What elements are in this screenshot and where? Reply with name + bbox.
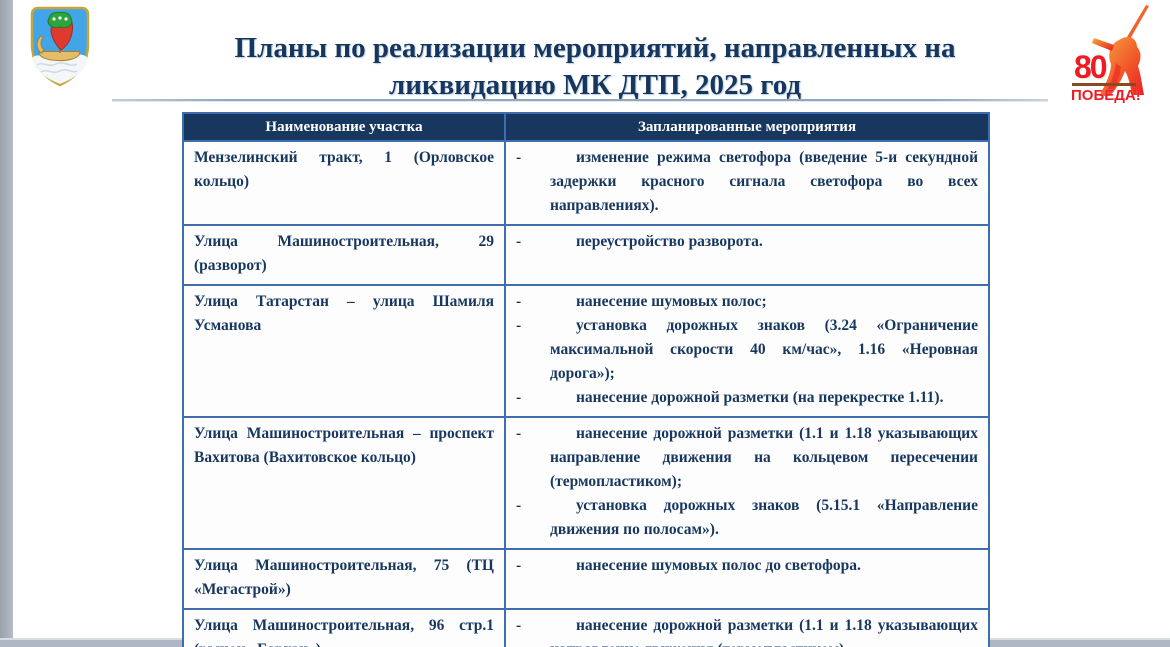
location-cell: Улица Машиностроительная, 96 стр.1 (рыно… (182, 608, 506, 647)
measure-text: изменение режима светофора (введение 5-и… (550, 149, 978, 214)
measure-item: - переустройство разворота. (516, 230, 978, 254)
table-row: Мензелинский тракт, 1 (Орловское кольцо)… (182, 140, 990, 226)
location-cell: Улица Машиностроительная – проспект Вахи… (182, 416, 506, 550)
header-location: Наименование участка (182, 112, 506, 142)
measure-item: - установка дорожных знаков (5.15.1 «Напр… (516, 494, 978, 542)
table-row: Улица Машиностроительная, 75 (ТЦ «Мегаст… (182, 548, 990, 610)
measure-text: нанесение дорожной разметки (1.1 и 1.18 … (550, 617, 978, 647)
measure-item: - нанесение дорожной разметки (1.1 и 1.18… (516, 614, 978, 647)
measure-item: - нанесение дорожной разметки (1.1 и 1.18… (516, 422, 978, 494)
table-header-row: Наименование участка Запланированные мер… (182, 112, 990, 142)
table-row: Улица Машиностроительная, 96 стр.1 (рыно… (182, 608, 990, 647)
dash-marker: - (516, 233, 522, 250)
victory-80-logo: 80 ПОБЕДА! (1068, 3, 1168, 104)
measures-table: Наименование участка Запланированные мер… (182, 112, 990, 647)
dash-marker: - (516, 557, 522, 574)
dash-marker: - (516, 317, 522, 334)
dash-marker: - (516, 389, 522, 406)
measure-text: нанесение шумовых полос; (576, 293, 767, 310)
measure-text: нанесение дорожной разметки (на перекрес… (576, 389, 944, 406)
left-edge-strip (0, 0, 13, 647)
measure-item: - установка дорожных знаков (3.24 «Ограни… (516, 314, 978, 386)
measure-item: - нанесение шумовых полос; (516, 290, 978, 314)
coat-of-arms-icon (27, 5, 93, 87)
measure-item: - изменение режима светофора (введение 5-… (516, 146, 978, 218)
page-title-line1: Планы по реализации мероприятий, направл… (234, 32, 956, 65)
measures-cell: - нанесение шумовых полос; - установка дор… (504, 284, 990, 418)
measures-cell: - нанесение дорожной разметки (1.1 и 1.18… (504, 608, 990, 647)
victory-pedestal-bar (1072, 83, 1136, 86)
header-measures: Запланированные мероприятия (504, 112, 990, 142)
measures-cell: - нанесение шумовых полос до светофора. (504, 548, 990, 610)
dash-marker: - (516, 617, 522, 634)
dash-marker: - (516, 425, 522, 442)
measures-cell: - нанесение дорожной разметки (1.1 и 1.18… (504, 416, 990, 550)
measure-item: - нанесение шумовых полос до светофора. (516, 554, 978, 578)
dash-marker: - (516, 293, 522, 310)
measures-cell: - переустройство разворота. (504, 224, 990, 286)
measure-text: нанесение шумовых полос до светофора. (576, 557, 861, 574)
location-cell: Мензелинский тракт, 1 (Орловское кольцо) (182, 140, 506, 226)
measure-text: переустройство разворота. (576, 233, 763, 250)
measure-item: - нанесение дорожной разметки (на перекре… (516, 386, 978, 410)
victory-label: ПОБЕДА! (1071, 87, 1141, 104)
dash-marker: - (516, 497, 522, 514)
location-cell: Улица Татарстан – улица Шамиля Усманова (182, 284, 506, 418)
table-row: Улица Машиностроительная – проспект Вахи… (182, 416, 990, 550)
measure-text: установка дорожных знаков (3.24 «Огранич… (550, 317, 978, 382)
table-row: Улица Машиностроительная, 29 (разворот) … (182, 224, 990, 286)
dash-marker: - (516, 149, 522, 166)
page-title: Планы по реализации мероприятий, направл… (150, 30, 1040, 104)
page-title-line2: ликвидацию МК ДТП, 2025 год (388, 69, 802, 102)
table-row: Улица Татарстан – улица Шамиля Усманова … (182, 284, 990, 418)
measure-text: нанесение дорожной разметки (1.1 и 1.18 … (550, 425, 978, 490)
motherland-statue-icon (1092, 5, 1149, 96)
location-cell: Улица Машиностроительная, 29 (разворот) (182, 224, 506, 286)
location-cell: Улица Машиностроительная, 75 (ТЦ «Мегаст… (182, 548, 506, 610)
victory-80-number: 80 (1074, 49, 1108, 85)
measures-cell: - изменение режима светофора (введение 5-… (504, 140, 990, 226)
measure-text: установка дорожных знаков (5.15.1 «Напра… (550, 497, 978, 538)
title-divider (112, 99, 1048, 102)
